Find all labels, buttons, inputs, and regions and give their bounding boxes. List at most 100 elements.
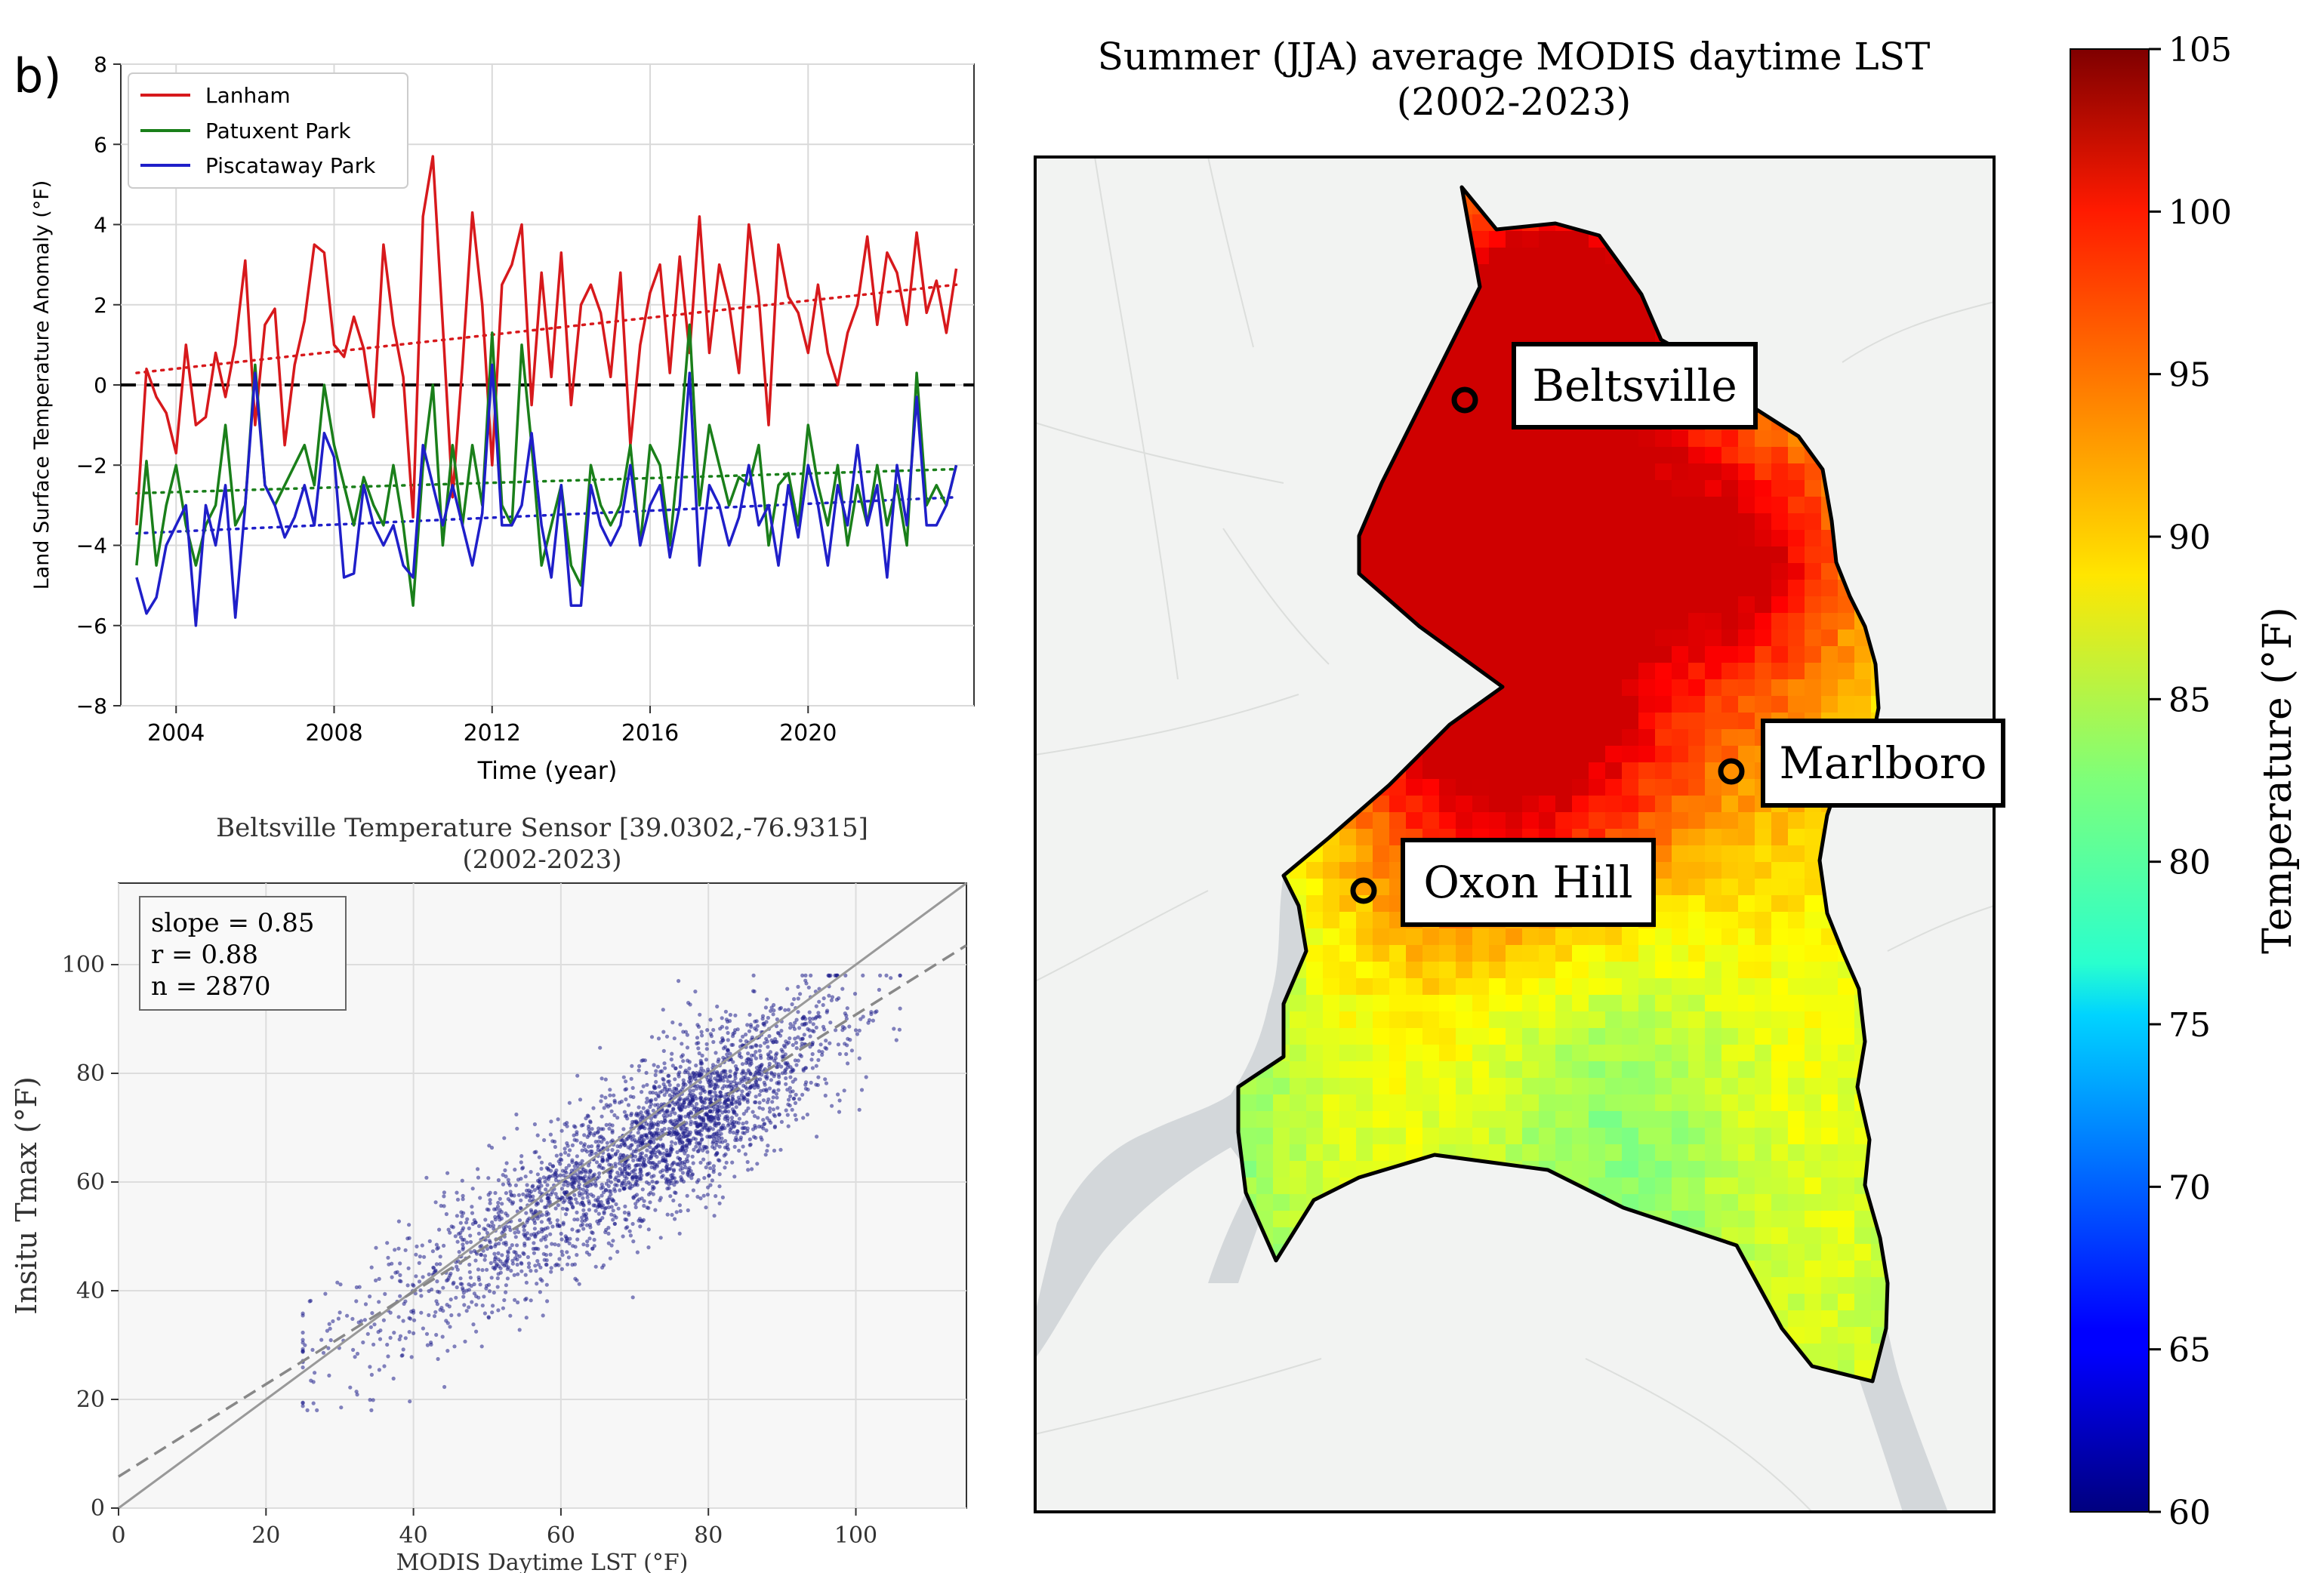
series-line-piscataway-park	[135, 363, 958, 627]
scatter-point	[599, 1076, 604, 1081]
scatter-point	[695, 1101, 699, 1107]
scatter-point	[772, 1148, 777, 1153]
scatter-point	[599, 1127, 604, 1131]
scatter-point	[593, 1140, 598, 1144]
lst-cell	[1506, 231, 1523, 248]
lst-cell	[1721, 596, 1739, 614]
scatter-point	[374, 1278, 378, 1282]
scatter-point	[608, 1093, 612, 1097]
lst-cell	[1838, 679, 1855, 697]
scatter-point	[482, 1294, 486, 1299]
scatter-point	[627, 1185, 632, 1190]
scatter-point	[630, 1122, 634, 1127]
scatter-point	[430, 1249, 436, 1254]
lst-cell	[1389, 513, 1407, 531]
scatter-point	[323, 1291, 328, 1296]
scatter-point	[775, 1106, 780, 1110]
scatter-point	[421, 1326, 426, 1331]
scatter-point	[661, 1030, 666, 1034]
scatter-point	[756, 1071, 760, 1076]
lst-cell	[1638, 779, 1656, 796]
scatter-point	[724, 1017, 729, 1022]
lst-cell	[1373, 530, 1390, 547]
scatter-point	[624, 1182, 628, 1187]
scatter-point	[752, 1114, 757, 1119]
scatter-point	[622, 1140, 627, 1144]
scatter-point	[723, 1094, 727, 1099]
scatter-point	[725, 1114, 729, 1119]
lst-cell	[1439, 945, 1456, 962]
scatter-point	[603, 1188, 609, 1193]
scatter-point	[535, 1172, 541, 1177]
scatter-point	[533, 1246, 538, 1251]
scatter-point	[711, 1164, 717, 1168]
scatter-point	[667, 1186, 671, 1190]
lst-cell	[1539, 762, 1556, 780]
scatter-point	[524, 1195, 529, 1199]
scatter-point	[597, 1135, 602, 1140]
scatter-point	[506, 1265, 510, 1270]
scatter-point	[691, 1188, 696, 1193]
scatter-point	[508, 1228, 513, 1233]
scatter-point	[708, 1097, 714, 1102]
scatter-point	[648, 1099, 652, 1104]
scatter-point	[762, 1122, 766, 1127]
lst-cell	[1688, 630, 1706, 647]
lst-cell	[1589, 463, 1606, 481]
scatter-point	[567, 1100, 572, 1105]
scatter-point	[547, 1217, 552, 1221]
scatter-point	[661, 1076, 665, 1081]
scatter-point	[630, 1221, 635, 1227]
scatter-point	[600, 1155, 605, 1159]
lst-cell	[1721, 928, 1739, 946]
lst-cell	[1356, 928, 1373, 946]
lst-cell	[1738, 829, 1755, 846]
scatter-point	[574, 1161, 578, 1165]
lst-cell	[1506, 546, 1523, 564]
scatter-point	[739, 1055, 744, 1060]
scatter-point	[649, 1154, 654, 1159]
scatter-point	[717, 1201, 722, 1205]
lst-cell	[1323, 928, 1340, 946]
scatter-point	[718, 1094, 723, 1099]
scatter-point	[554, 1262, 559, 1267]
scatter-point	[648, 1161, 652, 1165]
scatter-point	[698, 1160, 703, 1165]
scatter-point	[657, 1085, 661, 1089]
scatter-point	[645, 1082, 649, 1087]
scatter-point	[796, 1058, 800, 1063]
lst-cell	[1422, 596, 1440, 614]
scatter-point	[589, 1144, 594, 1149]
scatter-point	[728, 1074, 732, 1079]
scatter-point	[496, 1200, 501, 1205]
lst-cell	[1522, 928, 1540, 946]
scatter-point	[717, 1144, 722, 1149]
scatter-point	[539, 1160, 544, 1165]
lst-cell	[1738, 779, 1755, 796]
river-water-east	[1857, 1208, 1948, 1512]
scatter-point	[815, 1082, 820, 1088]
scatter-point	[411, 1282, 415, 1287]
scatter-point	[524, 1211, 529, 1215]
lst-cell	[1771, 879, 1789, 896]
lst-cell	[1489, 613, 1506, 630]
scatter-point	[603, 1077, 608, 1082]
lst-cell	[1688, 713, 1706, 730]
lst-cell	[1472, 812, 1490, 830]
scatter-point	[377, 1368, 381, 1372]
scatter-point	[532, 1122, 538, 1127]
scatter-point	[712, 1214, 717, 1218]
lst-cell	[1539, 663, 1556, 680]
scatter-point	[620, 1169, 624, 1174]
scatter-point	[779, 1064, 784, 1069]
scatter-point	[689, 1122, 693, 1127]
scatter-point	[524, 1316, 529, 1320]
lst-cell	[1406, 962, 1423, 979]
scatter-point	[580, 1215, 584, 1220]
lst-cell	[1655, 663, 1672, 680]
lst-cell	[1539, 264, 1556, 282]
scatter-point	[764, 1088, 769, 1093]
lst-cell	[1522, 812, 1540, 830]
scatter-point	[581, 1176, 585, 1181]
scatter-point	[448, 1273, 452, 1278]
